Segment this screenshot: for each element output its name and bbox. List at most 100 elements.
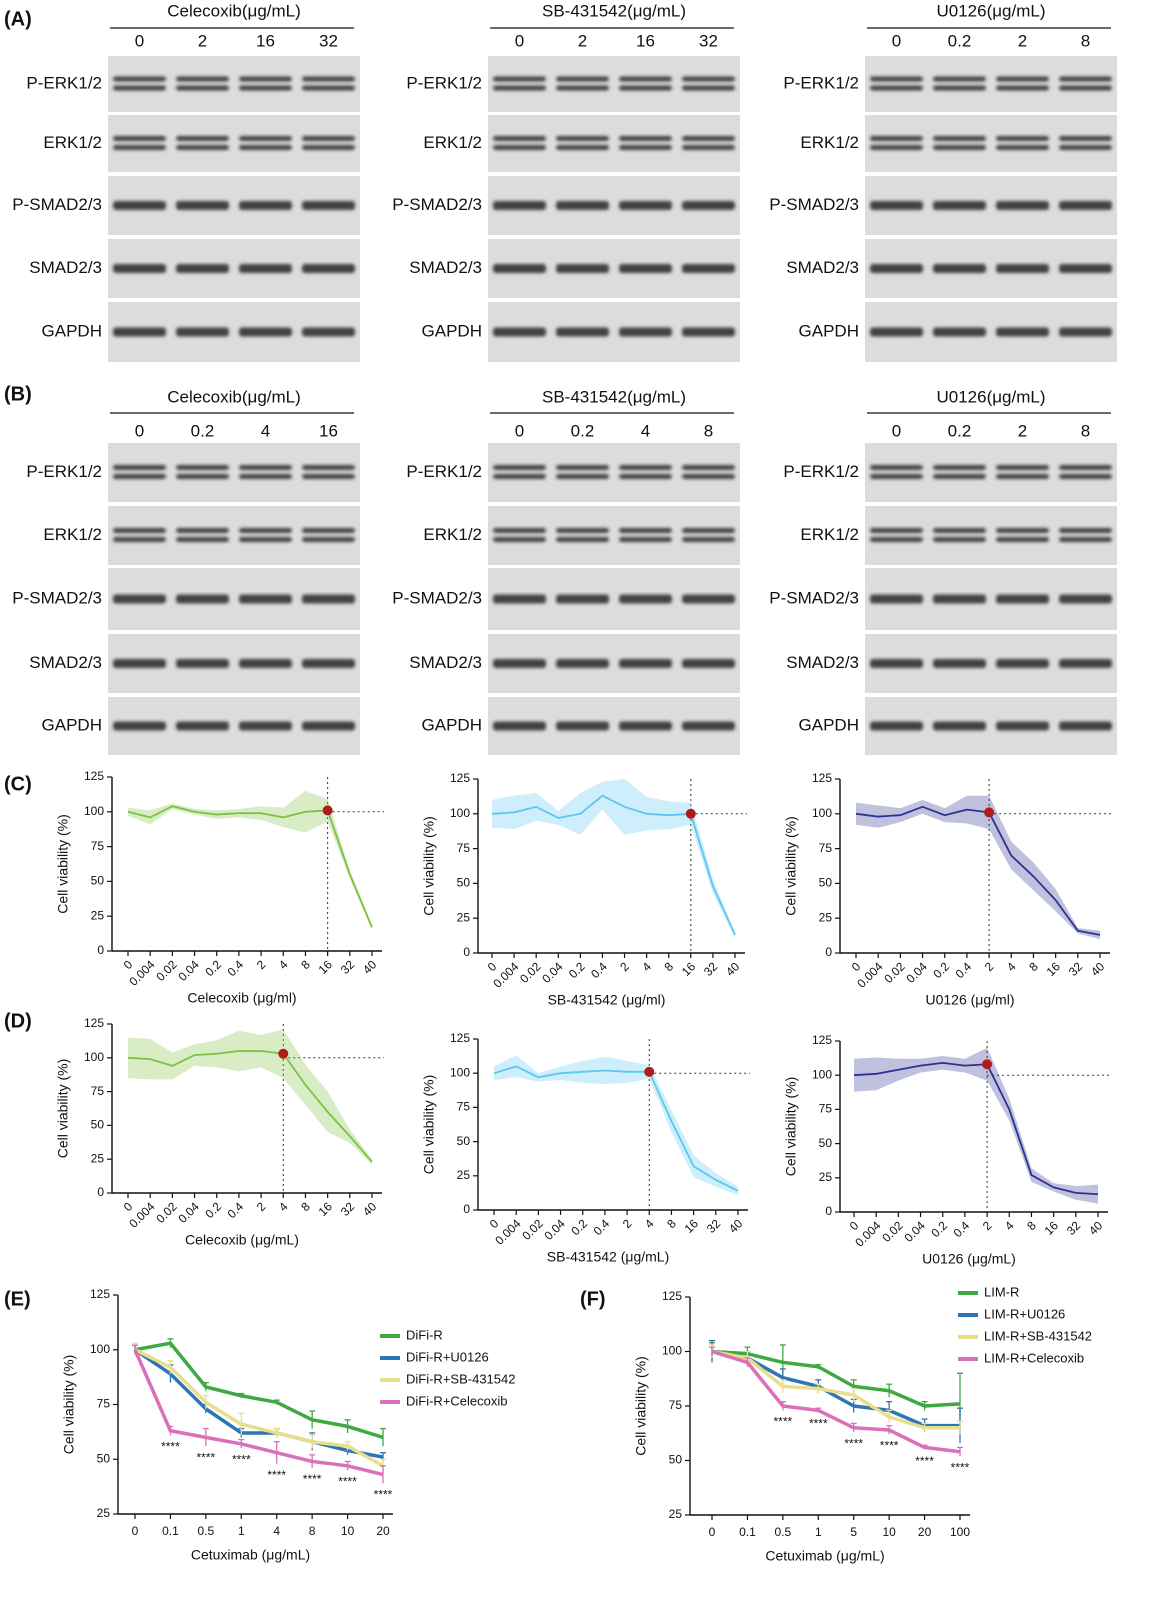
x-tick-label: 0.2	[202, 1199, 224, 1221]
band	[176, 85, 229, 91]
band	[682, 136, 735, 141]
x-tick-label: 8	[298, 957, 313, 972]
highlight-point	[982, 1059, 993, 1070]
sd-band	[128, 790, 372, 931]
significance: ****	[880, 1439, 899, 1453]
band	[933, 76, 986, 82]
protein-label: P-SMAD2/3	[392, 195, 482, 214]
protein-label: P-SMAD2/3	[769, 195, 859, 214]
x-tick-label: 8	[298, 1199, 313, 1214]
y-tick-label: 75	[819, 1102, 833, 1116]
band	[619, 145, 672, 150]
x-tick-label: 4	[1004, 959, 1019, 974]
band	[933, 594, 986, 604]
x-tick-label: 16	[1042, 1218, 1062, 1238]
band	[176, 76, 229, 82]
blot-strip	[865, 443, 1117, 502]
band	[619, 721, 672, 731]
band	[493, 594, 546, 604]
significance: ****	[267, 1468, 286, 1482]
band	[1059, 537, 1112, 542]
blot-strip	[865, 56, 1117, 112]
x-tick-label: 0	[121, 957, 136, 972]
band	[113, 465, 166, 470]
panel-label: (E)	[4, 1288, 31, 1310]
dose-label: 0.2	[571, 421, 595, 440]
band	[302, 327, 355, 337]
blot-title: Celecoxib(μg/mL)	[167, 1, 301, 20]
band	[176, 659, 229, 668]
blot-strip	[108, 443, 360, 502]
y-tick-label: 25	[819, 1170, 833, 1184]
protein-label: P-ERK1/2	[406, 462, 482, 481]
band	[933, 327, 986, 337]
series-line	[134, 1341, 384, 1440]
blot-strip	[865, 506, 1117, 565]
band	[113, 201, 166, 210]
band	[113, 528, 166, 533]
band	[302, 721, 355, 731]
band	[239, 85, 292, 91]
y-tick-label: 25	[91, 1151, 105, 1165]
band	[682, 594, 735, 604]
band	[996, 76, 1049, 82]
x-tick-label: 0.4	[953, 959, 975, 981]
band	[493, 264, 546, 273]
dose-label: 4	[641, 421, 650, 440]
band	[113, 721, 166, 731]
band	[176, 528, 229, 533]
protein-label: GAPDH	[799, 715, 859, 734]
x-tick-label: 4	[273, 1524, 280, 1538]
y-tick-label: 25	[457, 910, 471, 924]
band	[996, 659, 1049, 668]
dose-label: 0	[135, 421, 144, 440]
highlight-point	[322, 805, 333, 816]
band	[176, 145, 229, 150]
y-tick-label: 125	[450, 1031, 470, 1045]
protein-label: GAPDH	[799, 321, 859, 340]
sd-band	[854, 1047, 1098, 1204]
x-tick-label: 4	[1002, 1218, 1017, 1233]
band	[1059, 474, 1112, 479]
x-tick-label: 20	[918, 1525, 932, 1539]
x-tick-label: 32	[701, 959, 721, 979]
x-axis-title: SB-431542 (μg/ml)	[548, 992, 666, 1008]
band	[619, 327, 672, 337]
legend-text: LIM-R	[984, 1284, 1019, 1299]
x-tick-label: 0.4	[225, 957, 247, 979]
band	[1059, 201, 1112, 210]
x-tick-label: 5	[850, 1525, 857, 1539]
band	[493, 474, 546, 479]
protein-label: SMAD2/3	[409, 653, 482, 672]
x-tick-label: 40	[1088, 959, 1108, 979]
x-tick-label: 0.4	[225, 1199, 247, 1221]
highlight-point	[644, 1066, 655, 1077]
x-tick-label: 1	[815, 1525, 822, 1539]
y-tick-label: 75	[91, 1084, 105, 1098]
band	[1059, 659, 1112, 668]
x-tick-label: 40	[726, 1216, 746, 1236]
protein-label: SMAD2/3	[786, 653, 859, 672]
x-tick-label: 8	[661, 959, 676, 974]
protein-label: GAPDH	[42, 321, 102, 340]
legend-text: LIM-R+Celecoxib	[984, 1350, 1084, 1365]
band	[870, 264, 923, 273]
x-axis-title: U0126 (μg/mL)	[922, 1251, 1016, 1267]
band	[556, 136, 609, 141]
dose-label: 0.2	[948, 31, 972, 50]
band	[302, 537, 355, 542]
protein-label: GAPDH	[422, 715, 482, 734]
sd-band	[492, 779, 735, 938]
x-tick-label: 0.04	[175, 1199, 202, 1226]
protein-label: P-ERK1/2	[783, 73, 859, 92]
band	[556, 264, 609, 273]
y-tick-label: 125	[812, 1033, 832, 1047]
sd-band	[128, 1029, 372, 1165]
band	[239, 474, 292, 479]
band	[493, 136, 546, 141]
x-tick-label: 0.2	[930, 959, 952, 981]
x-tick-label: 4	[276, 957, 291, 972]
y-tick-label: 100	[84, 804, 104, 818]
band	[619, 201, 672, 210]
